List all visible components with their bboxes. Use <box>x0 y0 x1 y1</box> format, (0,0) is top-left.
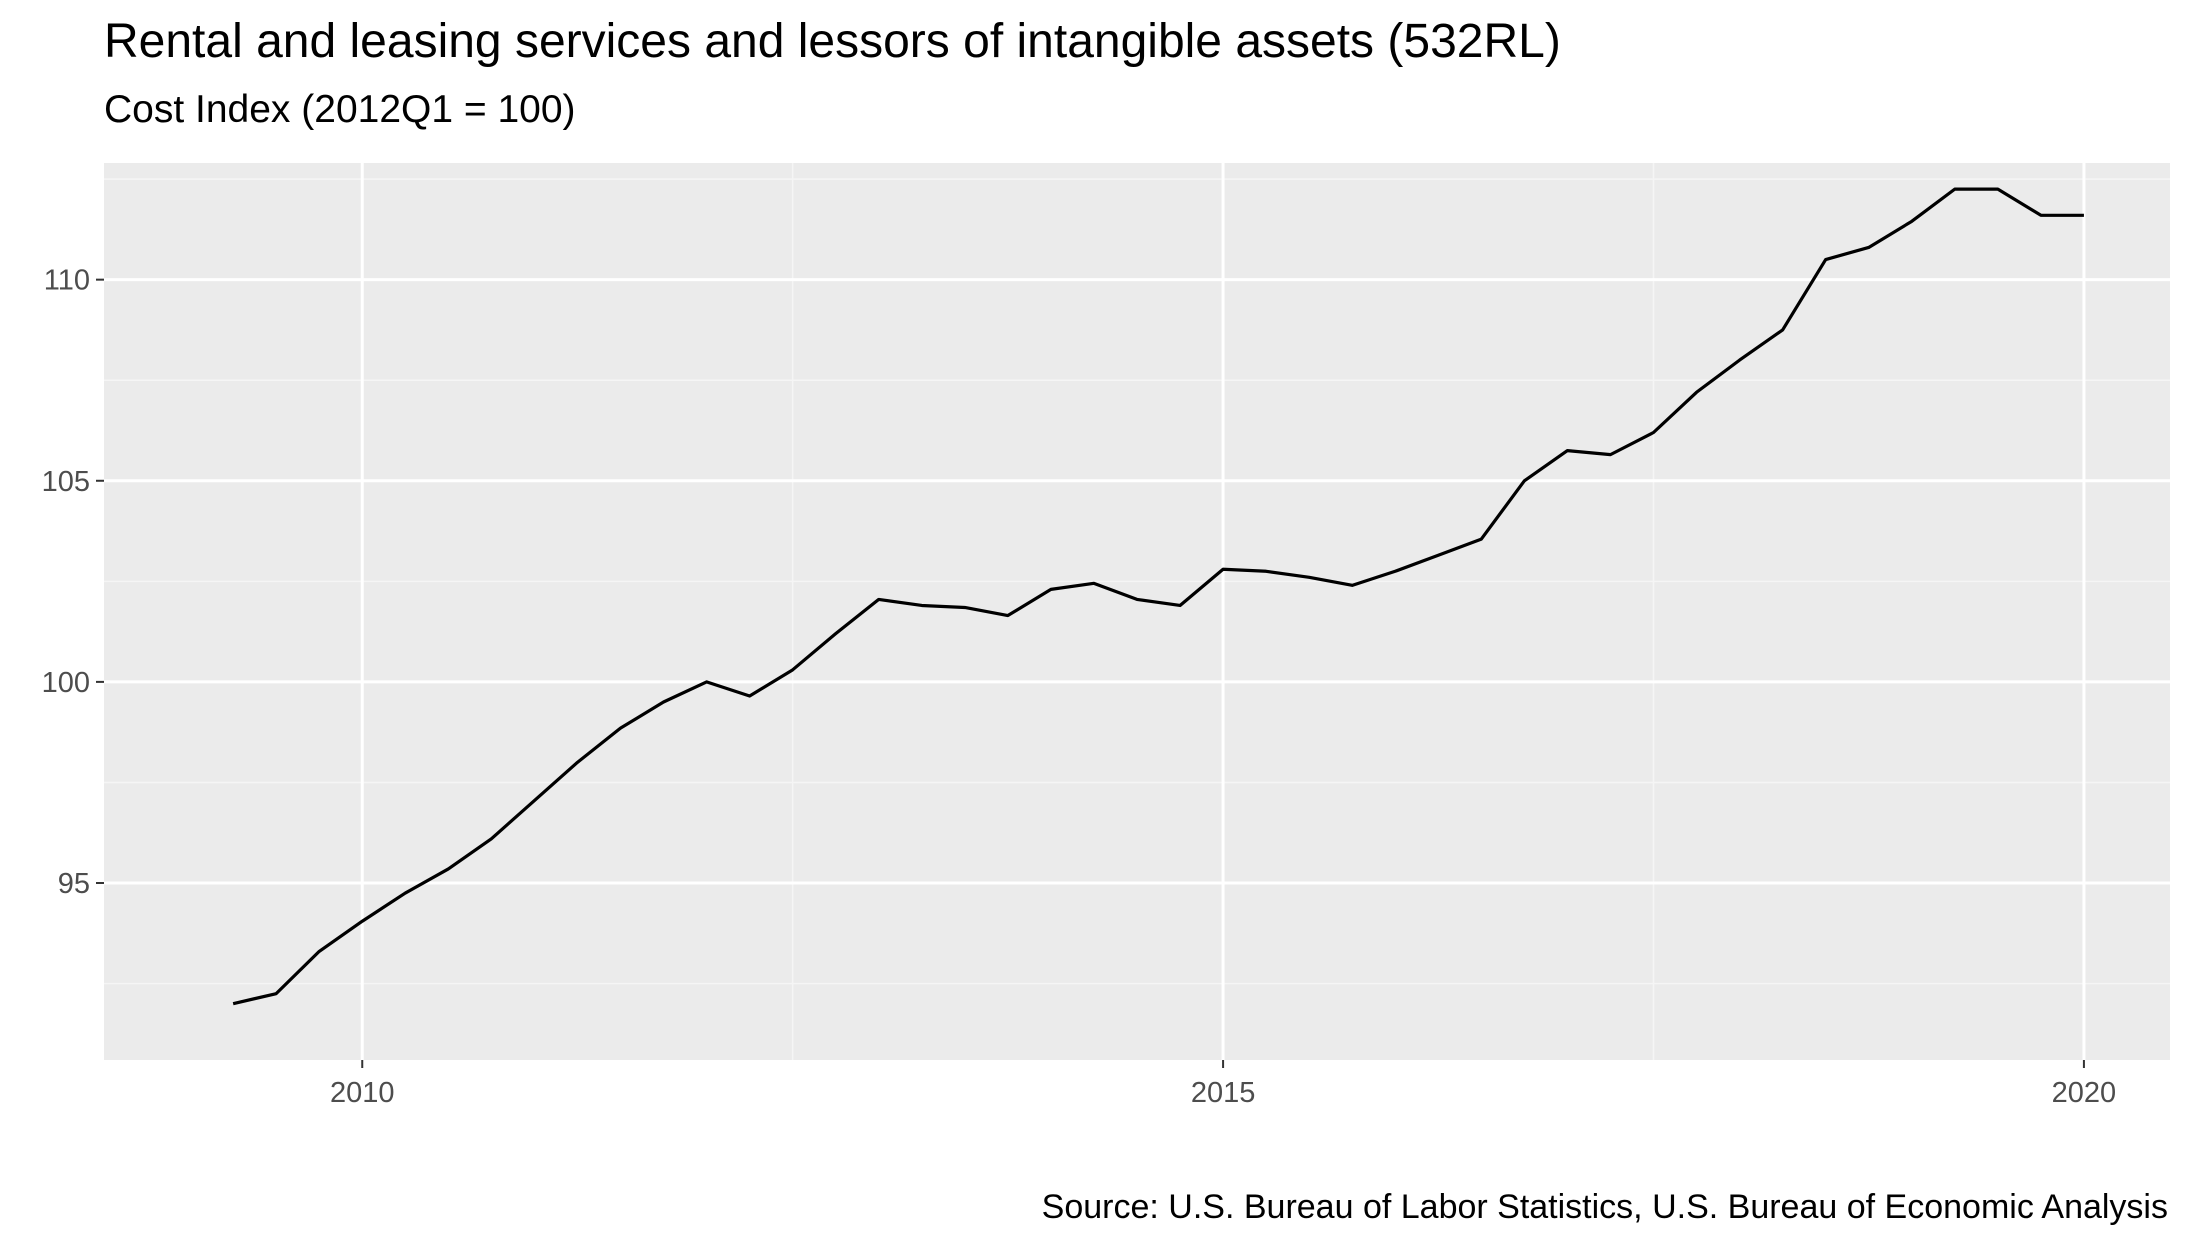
y-tick-label: 110 <box>44 265 90 297</box>
y-tick-label: 95 <box>58 868 90 900</box>
chart-title: Rental and leasing services and lessors … <box>104 15 1561 68</box>
major-gridlines <box>104 163 2170 1060</box>
y-axis: 95 100 105 110 <box>42 265 104 900</box>
x-tick-label: 2020 <box>2052 1077 2117 1109</box>
y-tick-label: 105 <box>42 466 90 498</box>
chart-subtitle: Cost Index (2012Q1 = 100) <box>104 88 576 131</box>
y-tick-label: 100 <box>42 667 90 699</box>
series-line <box>232 187 2084 1006</box>
plot-panel <box>104 163 2170 1060</box>
chart-caption: Source: U.S. Bureau of Labor Statistics,… <box>1041 1188 2168 1226</box>
x-tick-label: 2015 <box>1191 1077 1256 1109</box>
x-axis: 2010 2015 2020 <box>330 1060 2116 1109</box>
minor-gridlines <box>104 163 2170 1060</box>
x-tick-label: 2010 <box>330 1077 395 1109</box>
